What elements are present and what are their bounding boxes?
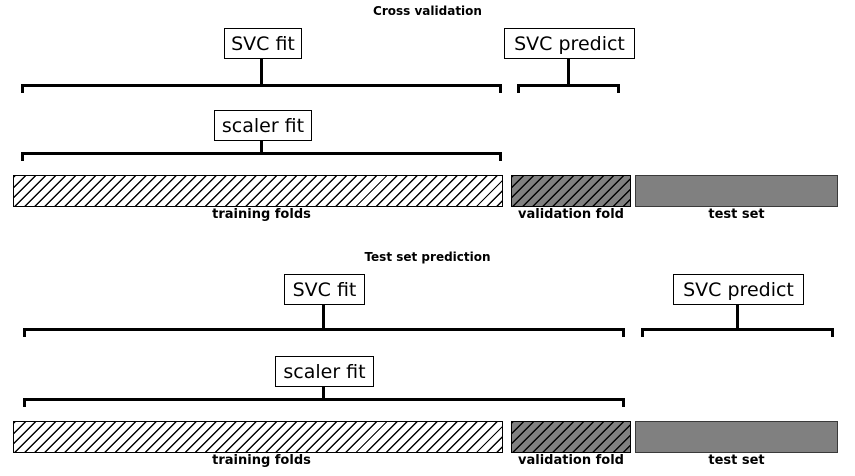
bar-test-set <box>635 175 838 207</box>
bar-validation-fold <box>511 175 631 207</box>
svc-predict-stem <box>736 304 739 328</box>
scaler-fit-box: scaler fit <box>275 356 374 387</box>
bar-training-folds <box>13 175 503 207</box>
svc-fit-stem <box>322 304 325 328</box>
bar-label-validation-fold: validation fold <box>518 453 624 468</box>
svc-predict-box: SVC predict <box>673 274 804 305</box>
svc-fit-box: SVC fit <box>224 28 302 59</box>
scaler-fit-stem <box>260 140 263 152</box>
bar-label-test-set: test set <box>708 207 765 222</box>
svc-fit-bracket <box>23 328 625 337</box>
svc-predict-bracket <box>517 84 620 93</box>
bar-label-training-folds: training folds <box>212 453 311 468</box>
bar-validation-fold <box>511 421 631 453</box>
svc-predict-stem <box>567 58 570 84</box>
bar-label-validation-fold: validation fold <box>518 207 624 222</box>
section-title-test-set-prediction: Test set prediction <box>364 250 491 264</box>
svc-predict-box: SVC predict <box>504 28 635 59</box>
bar-training-folds <box>13 421 503 453</box>
bar-label-test-set: test set <box>708 453 765 468</box>
svc-fit-stem <box>260 58 263 84</box>
section-title-cross-validation: Cross validation <box>373 4 482 18</box>
scaler-fit-bracket <box>21 152 502 161</box>
scaler-fit-bracket <box>23 398 625 407</box>
svc-fit-bracket <box>21 84 502 93</box>
scaler-fit-box: scaler fit <box>214 110 312 141</box>
svc-predict-bracket <box>641 328 834 337</box>
bar-test-set <box>635 421 838 453</box>
scaler-fit-stem <box>322 386 325 398</box>
bar-label-training-folds: training folds <box>212 207 311 222</box>
svc-fit-box: SVC fit <box>284 274 365 305</box>
